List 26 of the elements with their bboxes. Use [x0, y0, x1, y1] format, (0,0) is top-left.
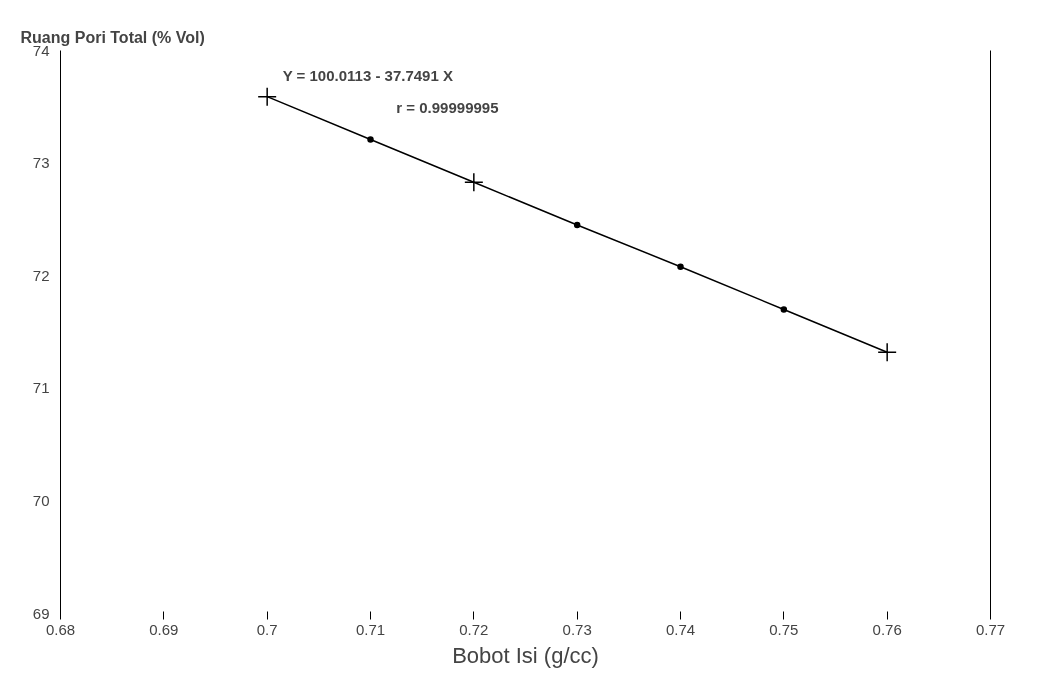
x-tick-label: 0.71 [355, 620, 386, 638]
x-tick-label: 0.68 [45, 620, 76, 638]
point [780, 306, 788, 313]
y-tick-label: 72 [32, 266, 50, 284]
x-tick-label: 0.75 [769, 620, 799, 638]
x-tick-label: 0.76 [872, 620, 902, 638]
point [573, 221, 581, 229]
x-tick-label: 0.7 [256, 620, 278, 638]
x-tick-label: 0.69 [149, 620, 179, 638]
annotation: r = 0.99999995 [396, 98, 499, 116]
x-tick-label: 0.77 [975, 620, 1006, 638]
y-tick-label: 70 [32, 491, 50, 509]
point [257, 86, 277, 107]
point [877, 342, 897, 363]
point [677, 263, 684, 270]
y-tick-label: 73 [32, 154, 50, 172]
point [367, 136, 374, 143]
x-tick-label: 0.74 [665, 620, 696, 638]
point [464, 172, 484, 192]
x-tick-label: 0.72 [459, 620, 489, 638]
x-tick-label: 0.73 [562, 620, 592, 638]
x-axis-title: Bobot Isi (g/cc) [452, 642, 599, 668]
y-axis-title: Ruang Pori Total (% Vol) [20, 28, 205, 46]
y-tick-label: 69 [32, 604, 50, 622]
annotation: Y = 100.0113 - 37.7491 X [282, 67, 453, 85]
y-tick-label: 71 [32, 379, 50, 397]
